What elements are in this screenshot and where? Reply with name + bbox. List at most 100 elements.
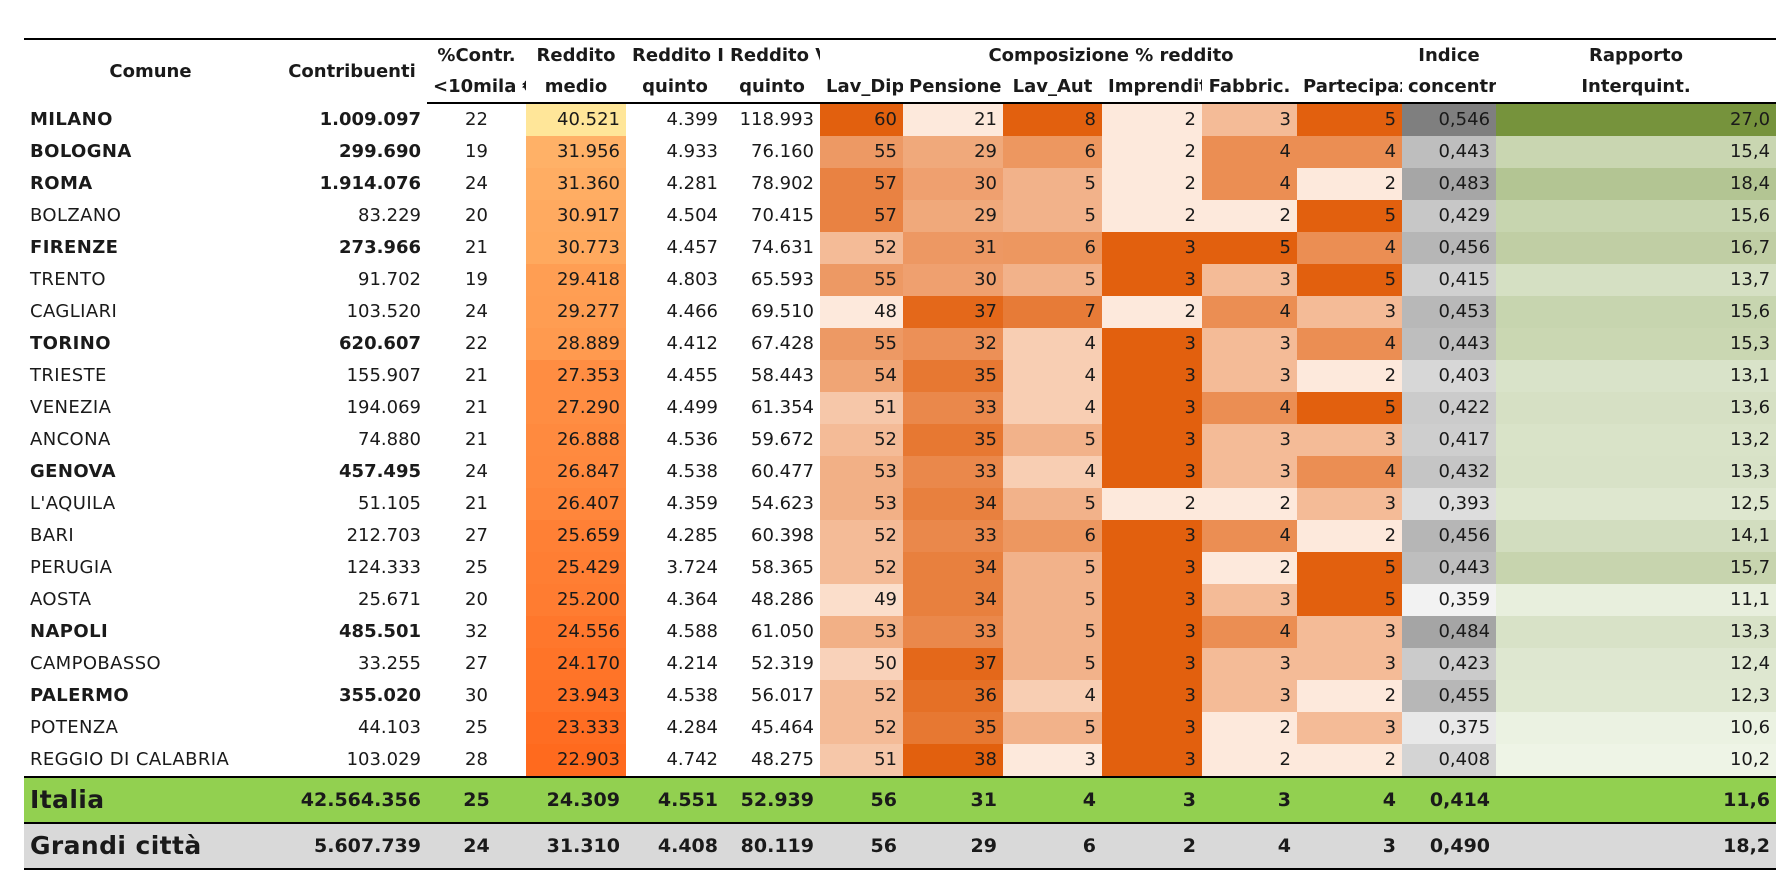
cell-lav-aut: 5 [1003,264,1102,296]
cell-imprendit: 2 [1102,136,1202,168]
cell-imprendit: 3 [1102,264,1202,296]
cell-partecipaz: 5 [1297,200,1403,232]
cell-lav-aut: 5 [1003,424,1102,456]
cell-fabbric: 2 [1202,488,1297,520]
cell-pct: 20 [465,589,488,610]
cell-indice: 0,456 [1402,520,1497,552]
cell-comune: ANCONA [30,429,111,450]
header-lav-aut: Lav_Aut [1003,71,1102,104]
cell-q1: 4.538 [666,685,718,706]
cell-lav-aut: 7 [1003,296,1102,328]
header-pct-bottom: <10mila € [427,71,526,104]
cell-partecipaz: 5 [1297,103,1403,136]
cell-lav-dip: 51 [820,392,903,424]
table-row: AOSTA 25.671 20 25.200 4.364 48.286 49 34 5 3 3 5 0,… [24,584,1777,616]
cell-q1: 4.536 [666,429,718,450]
cell-partecipaz: 3 [1297,424,1403,456]
cell-fabbric: 2 [1202,552,1297,584]
cell-lav-aut: 4 [1003,392,1102,424]
cell-pct: 20 [465,205,488,226]
cell-contribuenti: 74.880 [358,429,421,450]
cell-rapporto: 13,3 [1496,616,1777,648]
cell-q5: 61.354 [751,397,814,418]
summary-cell-medio: 31.310 [526,822,626,870]
cell-q5: 69.510 [751,301,814,322]
cell-contribuenti: 124.333 [346,557,421,578]
cell-rapporto: 11,1 [1496,584,1777,616]
cell-q1: 4.588 [666,621,718,642]
cell-indice: 0,455 [1402,680,1497,712]
header-indice-top: Indice [1402,38,1497,71]
cell-pct: 24 [465,461,488,482]
cell-contribuenti: 51.105 [358,493,421,514]
cell-fabbric: 4 [1202,136,1297,168]
cell-rapporto: 12,3 [1496,680,1777,712]
summary-cell-lav-aut: 4 [1003,776,1102,823]
cell-indice: 0,453 [1402,296,1497,328]
cell-indice: 0,359 [1402,584,1497,616]
cell-fabbric: 3 [1202,103,1297,136]
cell-lav-aut: 5 [1003,200,1102,232]
table-row: L'AQUILA 51.105 21 26.407 4.359 54.623 53 34 5 2 2… [24,488,1777,520]
cell-partecipaz: 3 [1297,616,1403,648]
cell-lav-dip: 53 [820,616,903,648]
cell-fabbric: 2 [1202,712,1297,744]
cell-q1: 4.499 [666,397,718,418]
summary-cell-q5: 52.939 [724,776,820,823]
cell-q1: 4.504 [666,205,718,226]
cell-partecipaz: 2 [1297,744,1403,777]
cell-partecipaz: 3 [1297,712,1403,744]
cell-medio: 22.903 [526,744,626,777]
cell-medio: 24.556 [526,616,626,648]
summary-cell-indice: 0,490 [1402,822,1497,870]
cell-contribuenti: 33.255 [358,653,421,674]
cell-pct: 19 [465,141,488,162]
cell-lav-dip: 49 [820,584,903,616]
cell-pensione: 37 [903,296,1003,328]
cell-comune: CAGLIARI [30,301,118,322]
cell-pct: 24 [465,173,488,194]
cell-comune: TORINO [30,333,111,354]
summary-cell-medio: 24.309 [526,776,626,823]
cell-pensione: 37 [903,648,1003,680]
cell-medio: 24.170 [526,648,626,680]
cell-comune: BOLOGNA [30,141,132,162]
cell-comune: AOSTA [30,589,92,610]
cell-pensione: 33 [903,520,1003,552]
cell-lav-dip: 57 [820,200,903,232]
cell-fabbric: 4 [1202,296,1297,328]
cell-rapporto: 15,6 [1496,296,1777,328]
summary-cell-pensione: 29 [903,822,1003,870]
cell-pct: 21 [465,237,488,258]
cell-lav-aut: 5 [1003,616,1102,648]
cell-lav-aut: 5 [1003,584,1102,616]
cell-imprendit: 2 [1102,168,1202,200]
cell-lav-dip: 53 [820,488,903,520]
cell-partecipaz: 2 [1297,168,1403,200]
cell-fabbric: 3 [1202,584,1297,616]
cell-medio: 23.333 [526,712,626,744]
cell-medio: 30.773 [526,232,626,264]
header-imprendit: Imprendit. [1102,71,1202,104]
cell-comune: BOLZANO [30,205,122,226]
summary-body: Italia 42.564.356 25 24.309 4.551 52.939 56 31 4… [24,776,1777,870]
header-pensione: Pensione [903,71,1003,104]
cell-q1: 3.724 [666,557,718,578]
cell-contribuenti: 485.501 [339,621,421,642]
cell-contribuenti: 212.703 [346,525,421,546]
cell-comune: TRIESTE [30,365,107,386]
cell-q5: 48.286 [751,589,814,610]
header-q1-top: Reddito I [626,38,724,71]
table-row: REGGIO DI CALABRIA 103.029 28 22.903 4.742 48… [24,744,1777,777]
summary-cell-q1: 4.408 [626,822,724,870]
cell-pensione: 34 [903,552,1003,584]
cell-medio: 26.888 [526,424,626,456]
summary-cell-imprendit: 3 [1102,776,1202,823]
cell-pensione: 32 [903,328,1003,360]
header-q5-bottom: quinto [724,71,820,104]
header-indice-bottom: concentr. [1402,71,1497,104]
cell-lav-dip: 52 [820,520,903,552]
cell-fabbric: 3 [1202,648,1297,680]
cell-pensione: 33 [903,616,1003,648]
income-table-sheet: Comune Contribuenti %Contr. Reddito Redd… [24,38,1777,870]
